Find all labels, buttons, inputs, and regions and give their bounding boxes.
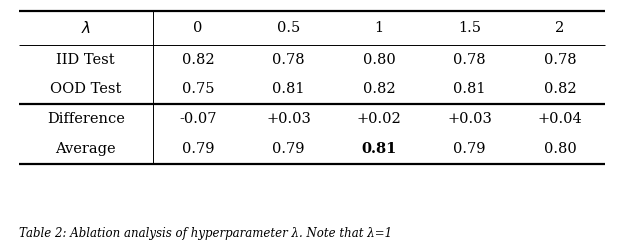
Text: OOD Test: OOD Test [50, 82, 122, 96]
Text: IID Test: IID Test [57, 53, 115, 66]
Text: 2: 2 [555, 21, 565, 35]
Text: Average: Average [56, 142, 116, 156]
Text: Table 2: Ablation analysis of hyperparameter λ. Note that λ=1: Table 2: Ablation analysis of hyperparam… [19, 227, 392, 240]
Text: 0.80: 0.80 [544, 142, 577, 156]
Text: 0.81: 0.81 [453, 82, 486, 96]
Text: -0.07: -0.07 [179, 112, 217, 126]
Text: +0.03: +0.03 [447, 112, 492, 126]
Text: 0.79: 0.79 [182, 142, 215, 156]
Text: 0.79: 0.79 [272, 142, 305, 156]
Text: 0.81: 0.81 [361, 142, 397, 156]
Text: 0.81: 0.81 [272, 82, 305, 96]
Text: Difference: Difference [47, 112, 125, 126]
Text: 0.75: 0.75 [182, 82, 215, 96]
Text: +0.02: +0.02 [357, 112, 401, 126]
Text: 1.5: 1.5 [458, 21, 481, 35]
Text: 1: 1 [374, 21, 384, 35]
Text: 0.79: 0.79 [453, 142, 486, 156]
Text: 0.78: 0.78 [544, 53, 577, 66]
Text: 0.78: 0.78 [272, 53, 305, 66]
Text: +0.03: +0.03 [266, 112, 311, 126]
Text: 0.78: 0.78 [453, 53, 486, 66]
Text: $\lambda$: $\lambda$ [80, 20, 91, 36]
Text: 0.82: 0.82 [363, 82, 396, 96]
Text: 0.5: 0.5 [277, 21, 300, 35]
Text: 0.80: 0.80 [363, 53, 396, 66]
Text: 0.82: 0.82 [544, 82, 577, 96]
Text: 0.82: 0.82 [182, 53, 215, 66]
Text: 0: 0 [193, 21, 203, 35]
Text: +0.04: +0.04 [538, 112, 582, 126]
